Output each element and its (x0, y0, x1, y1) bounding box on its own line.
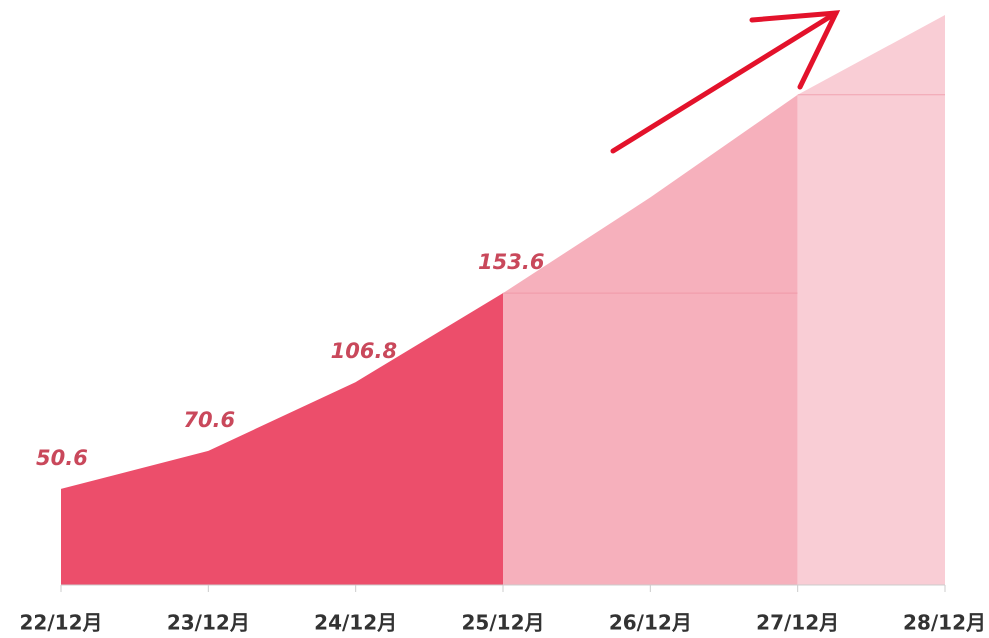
x-tick-label: 28/12月 (903, 611, 986, 635)
value-label: 106.8 (331, 339, 397, 363)
value-label: 153.6 (478, 250, 544, 274)
x-tick-label: 26/12月 (609, 611, 692, 635)
area (61, 293, 503, 585)
x-tick-label: 27/12月 (756, 611, 839, 635)
value-label: 70.6 (183, 408, 235, 432)
plot: 50.6 70.6 106.8 153.6 22/12月 23/12月 24/12月 25/1… (20, 15, 986, 635)
x-tick-label: 22/12月 (20, 611, 103, 635)
value-label: 50.6 (36, 446, 88, 470)
x-tick-label: 23/12月 (167, 611, 250, 635)
x-tick-label: 24/12月 (314, 611, 397, 635)
trend-arrow (610, 10, 841, 154)
x-tick-label: 25/12月 (462, 611, 545, 635)
area (797, 15, 945, 585)
area (503, 94, 798, 586)
